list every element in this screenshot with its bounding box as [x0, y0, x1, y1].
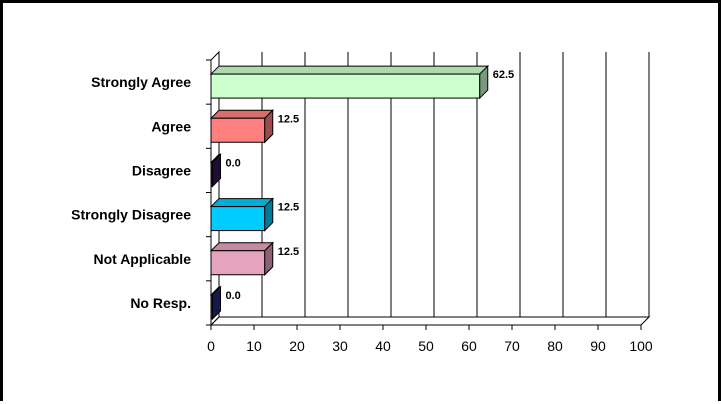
value-label: 0.0 [226, 157, 241, 169]
tick-label: 20 [289, 338, 305, 354]
value-label: 0.0 [226, 290, 241, 302]
bar-side-face [264, 197, 274, 232]
bar-2 [209, 109, 274, 144]
bar-side-face [264, 109, 274, 144]
bar-5 [209, 241, 274, 276]
bar-side-face [212, 153, 221, 188]
bar-side-face [212, 285, 221, 321]
bar-top-face [209, 242, 274, 252]
bars [209, 64, 489, 321]
tick-label: 100 [629, 338, 653, 354]
bar-6 [209, 285, 222, 321]
bar-top-face [209, 198, 274, 208]
floor [209, 316, 651, 326]
bar-front-face [210, 73, 481, 99]
bar-front-face [210, 206, 266, 232]
tick-label: 0 [207, 338, 215, 354]
value-label: 12.5 [278, 202, 299, 214]
value-label: 62.5 [493, 69, 514, 81]
tick-label: 60 [461, 338, 477, 354]
category-label: Agree [151, 118, 191, 134]
bar-side-face [479, 64, 489, 100]
category-label: Strongly Disagree [71, 207, 191, 223]
bar-front-face [210, 250, 266, 276]
tick-label: 10 [246, 338, 262, 354]
value-label: 12.5 [278, 246, 299, 258]
bar-top-face [209, 65, 489, 75]
category-label: Not Applicable [94, 251, 192, 267]
bar-4 [209, 197, 274, 232]
labels: 62.5 Strongly Agree 12.5 Agree 0.0 Disagree 12… [71, 69, 653, 354]
value-label: 12.5 [278, 113, 299, 125]
bar-front-face [210, 117, 266, 143]
tick-label: 40 [375, 338, 391, 354]
bar-3 [209, 153, 222, 188]
bar-top-face [209, 109, 274, 119]
tick-label: 50 [418, 338, 434, 354]
tick-label: 80 [547, 338, 563, 354]
tick-label: 70 [504, 338, 520, 354]
category-label: No Resp. [130, 295, 191, 311]
tick-label: 90 [590, 338, 606, 354]
category-label: Strongly Agree [91, 74, 191, 90]
category-label: Disagree [132, 162, 191, 178]
bar-1 [209, 64, 489, 100]
bar-side-face [264, 241, 274, 276]
tick-label: 30 [332, 338, 348, 354]
